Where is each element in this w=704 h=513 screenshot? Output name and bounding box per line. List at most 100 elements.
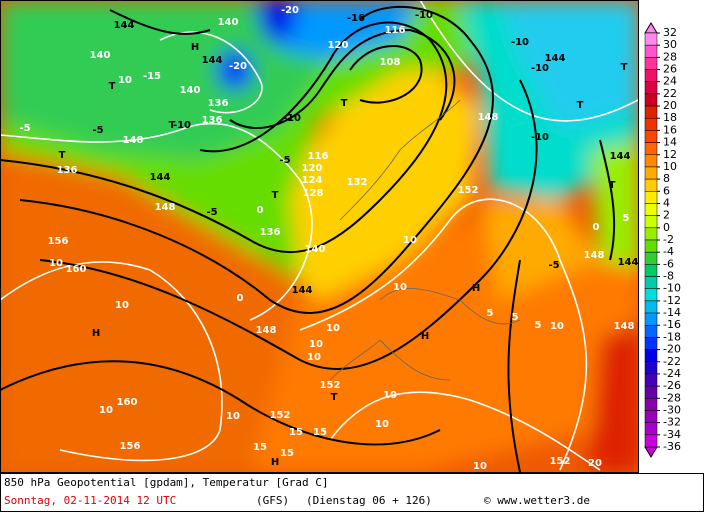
map-label: 10: [393, 282, 407, 293]
map-label: 0: [257, 205, 264, 216]
coastlines: [329, 99, 521, 381]
map-label: 10: [99, 405, 113, 416]
map-label: 5: [512, 312, 519, 323]
map-label: 10: [115, 300, 129, 311]
map-label: 120: [328, 40, 349, 51]
colorbar-label: -32: [663, 416, 681, 429]
map-label: 124: [302, 175, 323, 186]
colorbar-label: 30: [663, 38, 677, 51]
map-label: 148: [478, 112, 499, 123]
colorbar-label: -28: [663, 391, 681, 404]
colorbar-label: -14: [663, 306, 681, 319]
geopotential-contours: [0, 5, 616, 472]
map-label: 136: [202, 115, 223, 126]
colorbar-swatch: [644, 300, 658, 314]
map-label: -16: [347, 13, 365, 24]
map-label: 10: [326, 323, 340, 334]
map-label: 10: [473, 461, 487, 472]
colorbar-label: -26: [663, 379, 681, 392]
colorbar-label: 28: [663, 50, 677, 63]
map-label: 20: [588, 458, 602, 469]
map-label: -5: [19, 123, 30, 134]
colorbar-swatch: [644, 93, 658, 107]
map-label: -10: [511, 37, 529, 48]
colorbar-swatch: [644, 422, 658, 436]
colorbar-swatch: [644, 69, 658, 82]
map-label: 140: [90, 50, 111, 61]
colorbar-swatch: [644, 337, 658, 350]
map-label: 160: [117, 397, 138, 408]
map-label: 144: [545, 53, 566, 64]
map-label: 152: [320, 380, 341, 391]
map-label: 10: [307, 352, 321, 363]
colorbar-swatch: [644, 203, 658, 216]
colorbar-swatch: [644, 191, 658, 204]
map-label: -10: [531, 132, 549, 143]
caption-box: [0, 473, 704, 512]
caption-model: (GFS): [256, 494, 289, 507]
colorbar-label: -6: [663, 257, 674, 270]
map-label: 10: [375, 419, 389, 430]
colorbar-swatch: [644, 264, 658, 277]
colorbar-label: 32: [663, 26, 677, 39]
map-label: 140: [180, 85, 201, 96]
colorbar-label: 18: [663, 111, 677, 124]
map-label: -5: [279, 155, 290, 166]
caption-run: (Dienstag 06 + 126): [306, 494, 432, 507]
colorbar-label: -18: [663, 330, 681, 343]
map-label: 5: [623, 213, 630, 224]
colorbar-label: -20: [663, 343, 681, 356]
colorbar-swatch: [644, 44, 658, 58]
map-label: 144: [114, 20, 135, 31]
colorbar-swatch: [644, 32, 658, 46]
colorbar-label: -8: [663, 270, 674, 283]
map-label: 148: [584, 250, 605, 261]
colorbar-swatch: [644, 154, 658, 168]
colorbar-swatch: [644, 288, 658, 302]
map-label: H: [271, 457, 279, 468]
colorbar-swatch: [644, 117, 658, 131]
map-label: 136: [208, 98, 229, 109]
map-label: 144: [292, 285, 313, 296]
map-label: 10: [49, 258, 63, 269]
map-label: H: [92, 328, 100, 339]
map-label: 128: [303, 188, 324, 199]
colorbar-label: 26: [663, 63, 677, 76]
colorbar-label: 12: [663, 148, 677, 161]
map-label: T: [609, 180, 616, 191]
map-label: -5: [206, 207, 217, 218]
map-label: 152: [270, 410, 291, 421]
map-label: T: [59, 150, 66, 161]
map-label: 0: [237, 293, 244, 304]
colorbar-label: 4: [663, 196, 670, 209]
colorbar-label: -30: [663, 403, 681, 416]
map-label: 140: [218, 17, 239, 28]
map-label: 140: [305, 244, 326, 255]
colorbar-swatch: [644, 57, 658, 70]
map-label: T: [109, 81, 116, 92]
map-label: 10: [226, 411, 240, 422]
map-label: -5: [92, 125, 103, 136]
map-label: 5: [487, 308, 494, 319]
colorbar-swatch: [644, 434, 658, 448]
caption-credit: © www.wetter3.de: [484, 494, 590, 507]
colorbar-label: -4: [663, 245, 674, 258]
colorbar-label: -16: [663, 318, 681, 331]
colorbar-label: 22: [663, 87, 677, 100]
map-label: -20: [281, 5, 299, 16]
map-label: 15: [313, 427, 327, 438]
map-label: 10: [118, 75, 132, 86]
map-frame: [0, 0, 639, 473]
map-label: 136: [57, 165, 78, 176]
map-label: -10: [173, 120, 191, 131]
map-label: 10: [309, 339, 323, 350]
colorbar-label: -36: [663, 440, 681, 453]
colorbar-swatch: [644, 385, 658, 399]
map-label: 156: [120, 441, 141, 452]
map-label: 0: [593, 222, 600, 233]
map-label: 10: [383, 390, 397, 401]
map-label: 120: [302, 163, 323, 174]
colorbar-swatch: [644, 239, 658, 253]
